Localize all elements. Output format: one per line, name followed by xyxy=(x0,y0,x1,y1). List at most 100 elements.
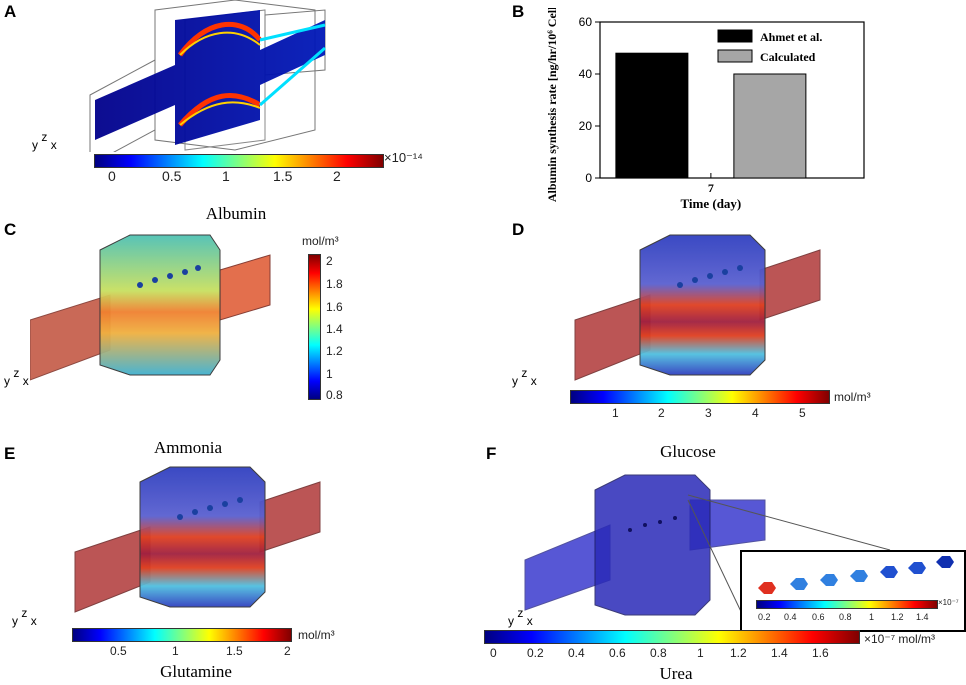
panel-d-tick: 2 xyxy=(658,406,665,420)
axis-y-label: y xyxy=(4,374,10,388)
panel-c-tick: 1.2 xyxy=(326,344,343,358)
panel-a-caption: Albumin xyxy=(205,204,267,223)
panel-f-tick: 1.2 xyxy=(730,646,747,660)
panel-c-axes-triad: y z x xyxy=(4,366,29,388)
panel-a-tick: 0 xyxy=(108,168,116,184)
panel-d-tick: 4 xyxy=(752,406,759,420)
x-axis-label: Time (day) xyxy=(680,196,741,211)
panel-c-label: C xyxy=(4,220,17,239)
panel-d-tick: 5 xyxy=(799,406,806,420)
y-tick-label: 20 xyxy=(579,119,593,133)
panel-f-tick: 1 xyxy=(697,646,704,660)
axis-x-label: x xyxy=(526,614,533,628)
legend-label: Calculated xyxy=(760,50,816,64)
y-tick-label: 0 xyxy=(585,171,592,185)
inset-tick: 0.6 xyxy=(812,612,825,622)
panel-c-tick: 0.8 xyxy=(326,388,343,402)
axis-x-label: x xyxy=(22,374,29,388)
panel-e-label: E xyxy=(4,444,16,463)
panel-f-tick: 0.8 xyxy=(650,646,667,660)
axis-z-label: z xyxy=(13,366,20,380)
panel-d-axes-triad: y z x xyxy=(512,366,537,388)
panel-a-tick: 0.5 xyxy=(162,168,182,184)
legend-swatch xyxy=(717,49,753,63)
panel-f-tick: 1.4 xyxy=(771,646,788,660)
inset-tick: 1.2 xyxy=(891,612,904,622)
axis-y-label: y xyxy=(12,614,18,628)
panel-f-tick: 1.6 xyxy=(812,646,829,660)
inset-colorbar xyxy=(756,600,938,609)
axis-x-label: x xyxy=(30,614,37,628)
panel-a-tick: 1 xyxy=(222,168,230,184)
axis-z-label: z xyxy=(21,606,28,620)
panel-c-caption: Ammonia xyxy=(154,438,222,457)
y-axis-label: Albumin synthesis rate [ng/hr/10⁶ Cells] xyxy=(545,8,559,202)
panel-f-tick: 0.6 xyxy=(609,646,626,660)
panel-a-colorbar xyxy=(94,154,384,168)
panel-c-unit: mol/m³ xyxy=(302,234,339,248)
panel-a-tick: 1.5 xyxy=(273,168,293,184)
panel-a-multiplier: ×10⁻¹⁴ xyxy=(384,150,423,165)
panel-e-tick: 0.5 xyxy=(110,644,127,658)
axis-z-label: z xyxy=(521,366,528,380)
panel-f-tick: 0 xyxy=(490,646,497,660)
axis-y-label: y xyxy=(32,138,38,152)
panel-a-device-render xyxy=(89,0,326,152)
panel-e-tick: 2 xyxy=(284,644,291,658)
inset-tick: 1 xyxy=(869,612,875,622)
axis-x-label: x xyxy=(530,374,537,388)
panel-f-inset: ×10⁻⁷ 0.2 0.4 0.6 0.8 1 1.2 1.4 xyxy=(740,550,966,632)
panel-c-tick: 1.8 xyxy=(326,277,343,291)
legend-swatch xyxy=(717,29,753,43)
inset-cells-render xyxy=(758,556,954,594)
panel-f-label: F xyxy=(486,444,497,463)
panel-e-axes-triad: y z x xyxy=(12,606,37,628)
axis-x-label: x xyxy=(50,138,57,152)
panel-f-tick: 0.4 xyxy=(568,646,585,660)
panel-f-device-render xyxy=(524,474,891,621)
panel-f-colorbar xyxy=(484,630,860,644)
panel-d-tick: 3 xyxy=(705,406,712,420)
inset-multiplier: ×10⁻⁷ xyxy=(938,598,959,607)
inset-tick: 0.2 xyxy=(758,612,771,622)
x-tick-label: 7 xyxy=(708,181,714,195)
panel-e-device-render xyxy=(74,466,321,613)
panel-e-caption: Glutamine xyxy=(160,662,232,681)
bar-ahmet-et-al- xyxy=(615,52,689,179)
panel-c-tick: 1.6 xyxy=(326,300,343,314)
panel-d-colorbar xyxy=(570,390,830,404)
panel-b-label: B xyxy=(512,2,525,21)
panel-e-unit: mol/m³ xyxy=(298,628,335,642)
panel-d-tick: 1 xyxy=(612,406,619,420)
axis-y-label: y xyxy=(512,374,518,388)
axis-z-label: z xyxy=(41,130,48,144)
panel-c-tick: 1.4 xyxy=(326,322,343,336)
inset-tick: 0.8 xyxy=(839,612,852,622)
legend-label: Ahmet et al. xyxy=(760,30,822,44)
inset-tick: 0.4 xyxy=(784,612,797,622)
panel-f-axes-triad: y z x xyxy=(508,606,533,628)
inset-tick: 1.4 xyxy=(916,612,929,622)
panel-f-unit: ×10⁻⁷ mol/m³ xyxy=(864,632,936,646)
panel-c-colorbar xyxy=(308,254,321,400)
panel-c-device-render xyxy=(30,234,271,381)
axis-y-label: y xyxy=(508,614,514,628)
plot-frame xyxy=(599,21,865,179)
panel-e-tick: 1.5 xyxy=(226,644,243,658)
panel-a-label: A xyxy=(4,2,17,21)
panel-f-caption: Urea xyxy=(659,664,693,683)
axis-z-label: z xyxy=(517,606,524,620)
panel-d-caption: Glucose xyxy=(660,442,716,461)
y-tick-label: 40 xyxy=(579,67,593,81)
panel-c-tick: 2 xyxy=(326,254,333,268)
panel-d-label: D xyxy=(512,220,525,239)
panel-d-unit: mol/m³ xyxy=(834,390,871,404)
panel-e-tick: 1 xyxy=(172,644,179,658)
panel-c-tick: 1 xyxy=(326,367,333,381)
panel-e-colorbar xyxy=(72,628,292,642)
panel-a-tick: 2 xyxy=(333,168,341,184)
panel-f-tick: 0.2 xyxy=(527,646,544,660)
panel-d-device-render xyxy=(574,234,821,381)
panel-a-axes-triad: y z x xyxy=(32,130,57,152)
